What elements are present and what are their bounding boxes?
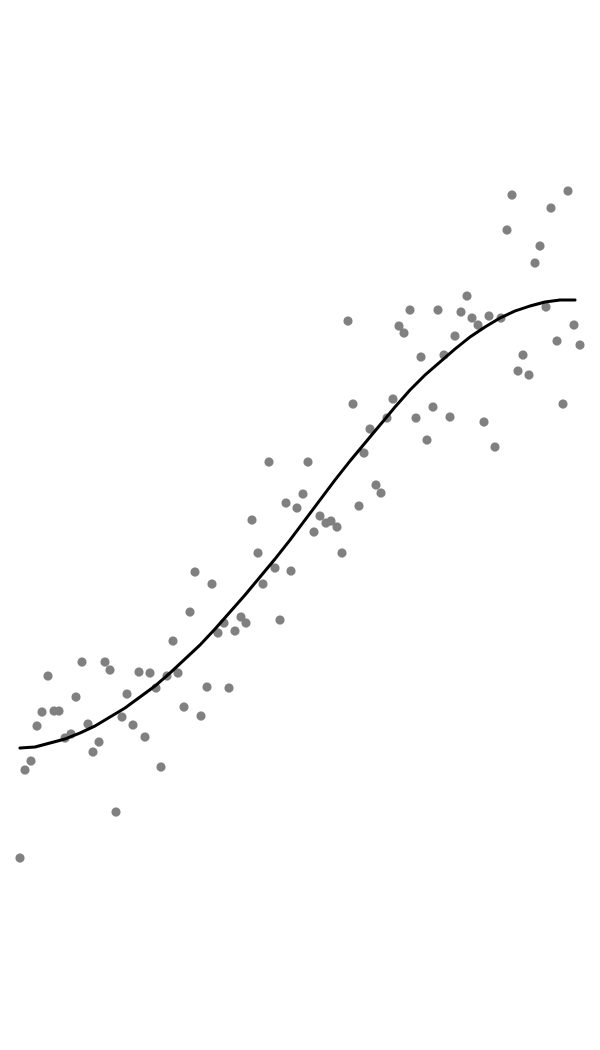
point — [190, 567, 200, 577]
point — [134, 667, 144, 677]
point — [365, 424, 375, 434]
point — [207, 579, 217, 589]
point — [275, 615, 285, 625]
point — [202, 682, 212, 692]
point — [484, 311, 494, 321]
point — [122, 689, 132, 699]
point — [535, 241, 545, 251]
point — [213, 628, 223, 638]
point — [422, 435, 432, 445]
point — [371, 480, 381, 490]
point — [428, 402, 438, 412]
point — [83, 719, 93, 729]
point — [303, 457, 313, 467]
point — [354, 501, 364, 511]
point — [15, 853, 25, 863]
point — [569, 320, 579, 330]
point — [156, 762, 166, 772]
fit-line — [18, 298, 577, 750]
point — [32, 721, 42, 731]
point — [20, 765, 30, 775]
point — [117, 712, 127, 722]
point — [343, 316, 353, 326]
point — [26, 756, 36, 766]
point — [462, 291, 472, 301]
point — [558, 399, 568, 409]
point — [111, 807, 121, 817]
point — [168, 636, 178, 646]
point — [88, 747, 98, 757]
point — [264, 457, 274, 467]
point — [456, 307, 466, 317]
point — [185, 607, 195, 617]
point — [173, 668, 183, 678]
point — [399, 328, 409, 338]
point — [552, 336, 562, 346]
point — [575, 340, 585, 350]
point — [54, 706, 64, 716]
point — [100, 657, 110, 667]
point — [445, 412, 455, 422]
point — [433, 305, 443, 315]
point — [479, 417, 489, 427]
point — [490, 442, 500, 452]
point — [524, 370, 534, 380]
point — [359, 448, 369, 458]
point — [546, 203, 556, 213]
point — [411, 413, 421, 423]
point — [541, 302, 551, 312]
point — [128, 720, 138, 730]
point — [507, 190, 517, 200]
point — [315, 511, 325, 521]
point — [416, 352, 426, 362]
point — [450, 331, 460, 341]
point — [292, 503, 302, 513]
point — [405, 305, 415, 315]
point — [563, 186, 573, 196]
point — [394, 321, 404, 331]
point — [196, 711, 206, 721]
point — [230, 626, 240, 636]
point — [94, 737, 104, 747]
point — [530, 258, 540, 268]
point — [77, 657, 87, 667]
point — [337, 548, 347, 558]
point — [286, 566, 296, 576]
point — [473, 320, 483, 330]
point — [348, 399, 358, 409]
point — [145, 668, 155, 678]
point — [332, 522, 342, 532]
point — [513, 366, 523, 376]
point — [309, 527, 319, 537]
point — [247, 515, 257, 525]
point — [518, 350, 528, 360]
point — [105, 665, 115, 675]
point — [270, 563, 280, 573]
point — [467, 313, 477, 323]
point — [298, 489, 308, 499]
point — [376, 488, 386, 498]
point — [241, 618, 251, 628]
point — [258, 579, 268, 589]
point — [281, 498, 291, 508]
point — [253, 548, 263, 558]
point — [43, 671, 53, 681]
point — [37, 707, 47, 717]
point — [326, 516, 336, 526]
point — [224, 683, 234, 693]
point — [388, 394, 398, 404]
point — [502, 225, 512, 235]
point — [140, 732, 150, 742]
point — [71, 692, 81, 702]
point — [179, 702, 189, 712]
